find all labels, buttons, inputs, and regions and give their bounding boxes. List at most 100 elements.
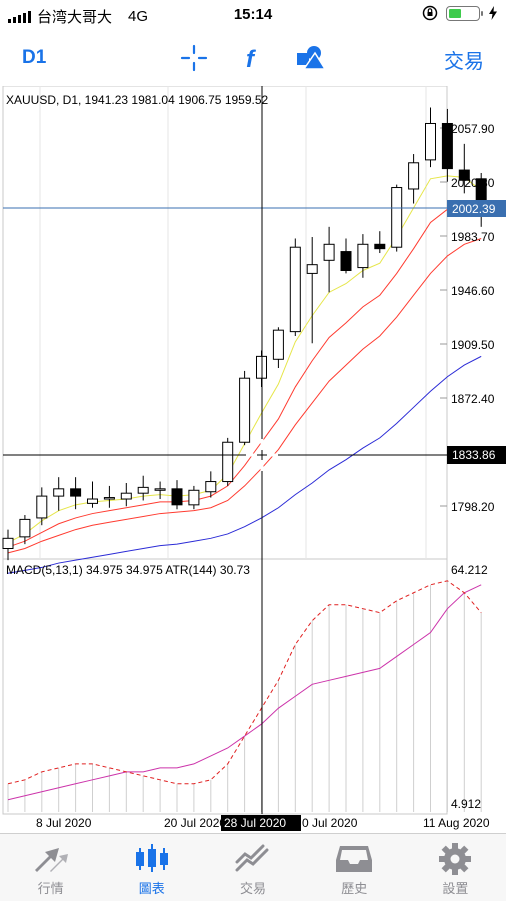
macd-min-label: 4.912 xyxy=(451,797,481,811)
status-right xyxy=(422,5,498,21)
crosshair-button[interactable] xyxy=(180,44,208,72)
price-tick: 1909.50 xyxy=(451,338,495,352)
candle xyxy=(458,143,470,194)
shapes-icon xyxy=(297,46,327,70)
trade-button[interactable]: 交易 xyxy=(444,51,484,73)
candle xyxy=(441,108,453,182)
price-tick: 2057.90 xyxy=(451,122,495,136)
candle-body xyxy=(2,537,14,550)
inbox-tray-icon xyxy=(336,846,373,872)
candle-body xyxy=(103,497,115,500)
candle-body xyxy=(425,122,436,161)
candle-body xyxy=(357,243,369,269)
trade-lines-icon xyxy=(235,844,269,872)
price-tick: 2020.80 xyxy=(451,176,495,190)
svg-text:f: f xyxy=(246,46,256,72)
candles xyxy=(2,107,487,561)
tab-chart-label: 圖表 xyxy=(138,881,165,896)
crosshair-center xyxy=(246,439,278,471)
candle-body xyxy=(441,122,453,170)
crosshair-date-tag xyxy=(221,815,301,831)
tab-bar: 行情 圖表 交易 歷史 xyxy=(0,833,506,901)
candle xyxy=(239,370,251,446)
candle-body xyxy=(154,488,166,491)
candle-body xyxy=(340,251,352,271)
current-price-tag xyxy=(447,200,506,217)
candle xyxy=(19,515,31,545)
candle-body xyxy=(70,488,82,497)
tab-settings-label: 設置 xyxy=(442,881,469,896)
candle-body xyxy=(53,488,65,497)
candle-body xyxy=(137,486,149,494)
moving-averages xyxy=(7,175,482,574)
tab-history-label: 歷史 xyxy=(341,881,368,896)
candle-body xyxy=(391,187,403,248)
status-left: 台湾大哥大 4G xyxy=(8,6,148,27)
candle xyxy=(340,238,352,274)
tab-trade[interactable]: 交易 xyxy=(202,834,303,901)
candle xyxy=(391,184,403,252)
tab-settings[interactable]: 設置 xyxy=(405,834,506,901)
candle-body xyxy=(323,243,335,261)
candle xyxy=(87,481,98,508)
price-chart[interactable]: 2002.39 1833.86 XAUUSD, D1, 1941.23 1981… xyxy=(0,85,506,833)
tab-quotes[interactable]: 行情 xyxy=(0,834,101,901)
candle xyxy=(357,234,369,278)
candle-body xyxy=(205,481,217,493)
current-price-label: 2002.39 xyxy=(452,202,496,216)
tab-history[interactable]: 歷史 xyxy=(304,834,405,901)
candle xyxy=(289,238,301,336)
chart-header: XAUUSD, D1, 1941.23 1981.04 1906.75 1959… xyxy=(6,93,269,107)
carrier-name: 台湾大哥大 xyxy=(37,9,113,26)
function-icon: f xyxy=(246,46,256,73)
indicators-button[interactable]: f xyxy=(240,44,268,73)
crosshair-icon xyxy=(180,44,208,72)
candle-body xyxy=(19,518,31,538)
price-tick: 1872.40 xyxy=(451,392,495,406)
candle-body xyxy=(222,441,234,483)
candle xyxy=(103,485,115,508)
candle-body xyxy=(289,246,301,333)
candle xyxy=(53,477,65,511)
candle xyxy=(408,154,420,204)
candle-body xyxy=(171,488,183,506)
candle-body xyxy=(408,162,420,190)
macd-main-line xyxy=(7,580,482,785)
battery-icon xyxy=(446,5,483,21)
timeframe-button[interactable]: D1 xyxy=(22,47,47,68)
candle xyxy=(272,327,284,369)
tab-chart[interactable]: 圖表 xyxy=(101,834,202,901)
candle xyxy=(323,226,335,293)
candle xyxy=(425,107,436,168)
date-tick: 11 Aug 2020 xyxy=(423,816,490,830)
clock: 15:14 xyxy=(233,6,273,23)
tab-trade-label: 交易 xyxy=(240,881,267,896)
charging-bolt-icon xyxy=(489,6,497,20)
candle xyxy=(188,485,200,510)
candle-body xyxy=(306,264,318,274)
objects-button[interactable] xyxy=(296,44,327,72)
macd-max-label: 64.212 xyxy=(451,563,488,577)
ma-line xyxy=(7,355,482,574)
candle xyxy=(2,529,14,561)
tab-quotes-label: 行情 xyxy=(37,881,64,896)
candle-body xyxy=(374,243,386,250)
candle xyxy=(70,477,82,510)
crosshair-date-label: 28 Jul 2020 xyxy=(224,816,286,830)
ma-line xyxy=(7,238,482,554)
candle xyxy=(205,471,217,498)
candle-body xyxy=(272,329,284,360)
chart-area[interactable]: 2002.39 1833.86 XAUUSD, D1, 1941.23 1981… xyxy=(0,85,506,833)
price-tick: 1946.60 xyxy=(451,284,495,298)
date-tick: 20 Jul 2020 xyxy=(164,816,226,830)
candle-body xyxy=(188,489,200,506)
candle xyxy=(222,437,234,486)
candle xyxy=(137,475,149,501)
grid xyxy=(39,86,447,559)
candle xyxy=(154,481,166,500)
chart-toolbar: D1 f 交易 xyxy=(0,38,506,78)
candle xyxy=(120,483,132,507)
candlestick-icon xyxy=(135,844,168,872)
status-bar: 台湾大哥大 4G 15:14 xyxy=(0,0,506,30)
macd-header: MACD(5,13,1) 34.975 34.975 ATR(144) 30.7… xyxy=(6,563,250,577)
